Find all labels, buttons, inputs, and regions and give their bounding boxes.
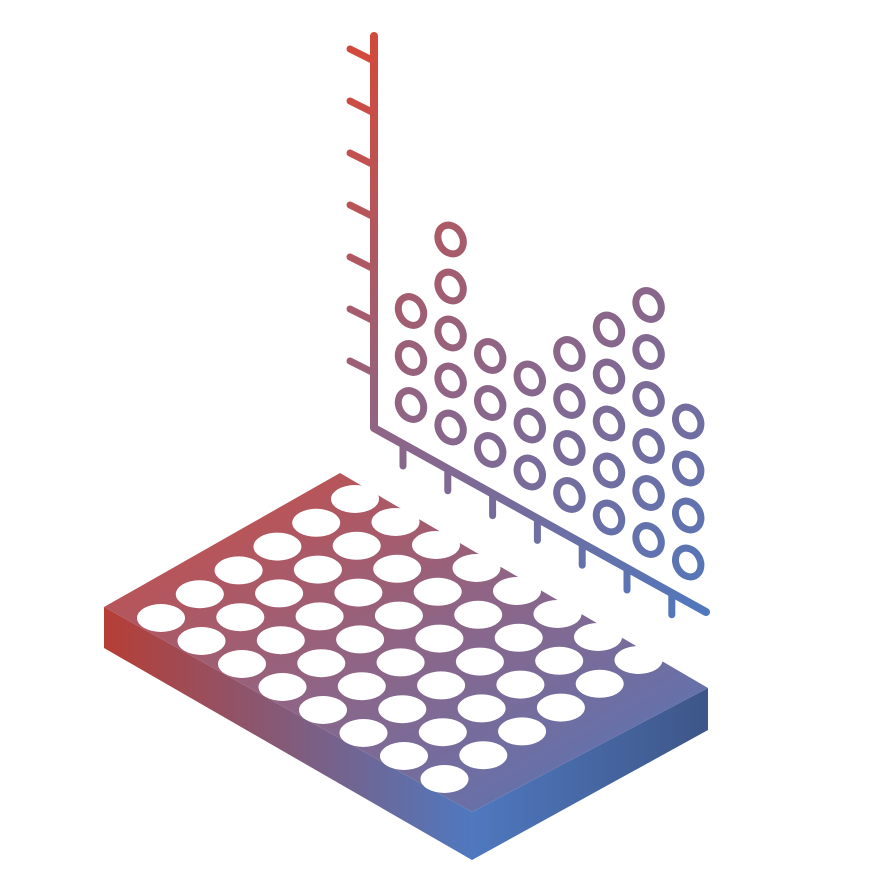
chart-dot: [434, 362, 467, 399]
chart-dot: [592, 405, 626, 442]
plate-well: [373, 554, 422, 583]
chart-dot: [592, 358, 626, 395]
chart-dot: [394, 340, 428, 376]
chart-dot: [632, 522, 665, 558]
chart-dot: [632, 428, 665, 464]
chart-dot: [513, 360, 547, 397]
chart-dot: [434, 221, 467, 258]
plate-well: [214, 556, 263, 585]
plate-well: [418, 718, 467, 747]
chart-dot: [632, 334, 665, 370]
chart-dot: [632, 381, 665, 417]
chart-dot: [434, 315, 467, 352]
plate-well: [533, 600, 582, 628]
chart-dot: [632, 475, 665, 511]
plate-well: [371, 508, 420, 536]
plate-well: [574, 623, 622, 651]
plate-well: [457, 694, 506, 723]
y-tick: [346, 253, 378, 273]
plate-well: [614, 646, 663, 674]
plate-well: [454, 600, 503, 629]
plate-well: [297, 649, 346, 678]
plate-well: [332, 531, 381, 560]
dot-chart: [346, 32, 710, 619]
chart-dot: [592, 311, 626, 348]
plate-well: [299, 696, 347, 724]
plate-well: [293, 555, 342, 584]
x-axis-ticks: [399, 440, 676, 619]
plate-well: [575, 669, 624, 698]
plate-well: [535, 646, 584, 675]
chart-dot: [592, 499, 626, 536]
chart-dot: [553, 430, 586, 466]
plate-well: [452, 554, 501, 582]
chart-dot: [473, 338, 507, 374]
plate-well: [493, 577, 541, 605]
plate-well: [494, 623, 543, 652]
plate-well: [420, 765, 469, 793]
chart-dot: [671, 403, 705, 440]
plate-well: [415, 624, 464, 653]
chart-dot: [553, 383, 586, 419]
plate-well: [496, 670, 545, 699]
plate-well: [413, 577, 462, 606]
plate-well: [334, 578, 383, 607]
plate-well: [380, 742, 428, 770]
chart-dot: [394, 293, 428, 329]
chart-dot: [394, 387, 428, 423]
y-tick: [346, 357, 378, 377]
plate-well: [216, 603, 265, 632]
y-tick: [346, 45, 378, 65]
plate-well: [459, 741, 508, 770]
chart-dot: [592, 452, 626, 489]
plate-well: [376, 648, 425, 677]
chart-dot: [671, 544, 705, 581]
plate-well: [292, 508, 341, 537]
plate-well: [177, 627, 226, 655]
y-tick: [346, 149, 378, 169]
y-tick: [346, 305, 378, 325]
plate-well: [378, 695, 427, 724]
y-tick: [346, 97, 378, 117]
plate-wells: [137, 485, 663, 793]
y-tick: [346, 201, 378, 221]
chart-dot: [473, 385, 507, 421]
plate-well: [255, 579, 304, 608]
plate-well: [256, 626, 305, 655]
plate-well: [374, 601, 423, 630]
plate-well: [253, 532, 302, 561]
microplate: [104, 473, 708, 860]
chart-dot: [671, 450, 705, 487]
chart-dot: [632, 287, 665, 323]
plate-well: [175, 580, 224, 609]
chart-dot: [671, 497, 705, 534]
y-axis-ticks: [346, 45, 378, 377]
plate-well: [336, 625, 385, 654]
chart-dot: [434, 409, 467, 446]
plate-well: [455, 647, 504, 676]
plate-well: [137, 604, 185, 632]
plate-front-face: [104, 607, 472, 860]
plate-well: [536, 693, 585, 722]
chart-dot: [553, 477, 586, 513]
plate-top-face: [104, 473, 708, 812]
chart-dot: [473, 432, 507, 468]
plate-well: [295, 602, 344, 631]
chart-dot: [434, 268, 467, 305]
chart-dot: [513, 454, 547, 491]
plate-right-face: [472, 688, 708, 860]
plate-well: [337, 672, 386, 701]
chart-dots: [394, 221, 705, 581]
plate-well: [498, 717, 547, 746]
plate-well: [412, 531, 460, 559]
plate-well: [339, 719, 388, 747]
chart-dot: [553, 336, 586, 372]
plate-well: [218, 650, 266, 678]
chart-dot: [513, 407, 547, 444]
plate-well: [417, 671, 466, 700]
plate-well: [258, 673, 307, 701]
plate-well: [331, 485, 379, 513]
